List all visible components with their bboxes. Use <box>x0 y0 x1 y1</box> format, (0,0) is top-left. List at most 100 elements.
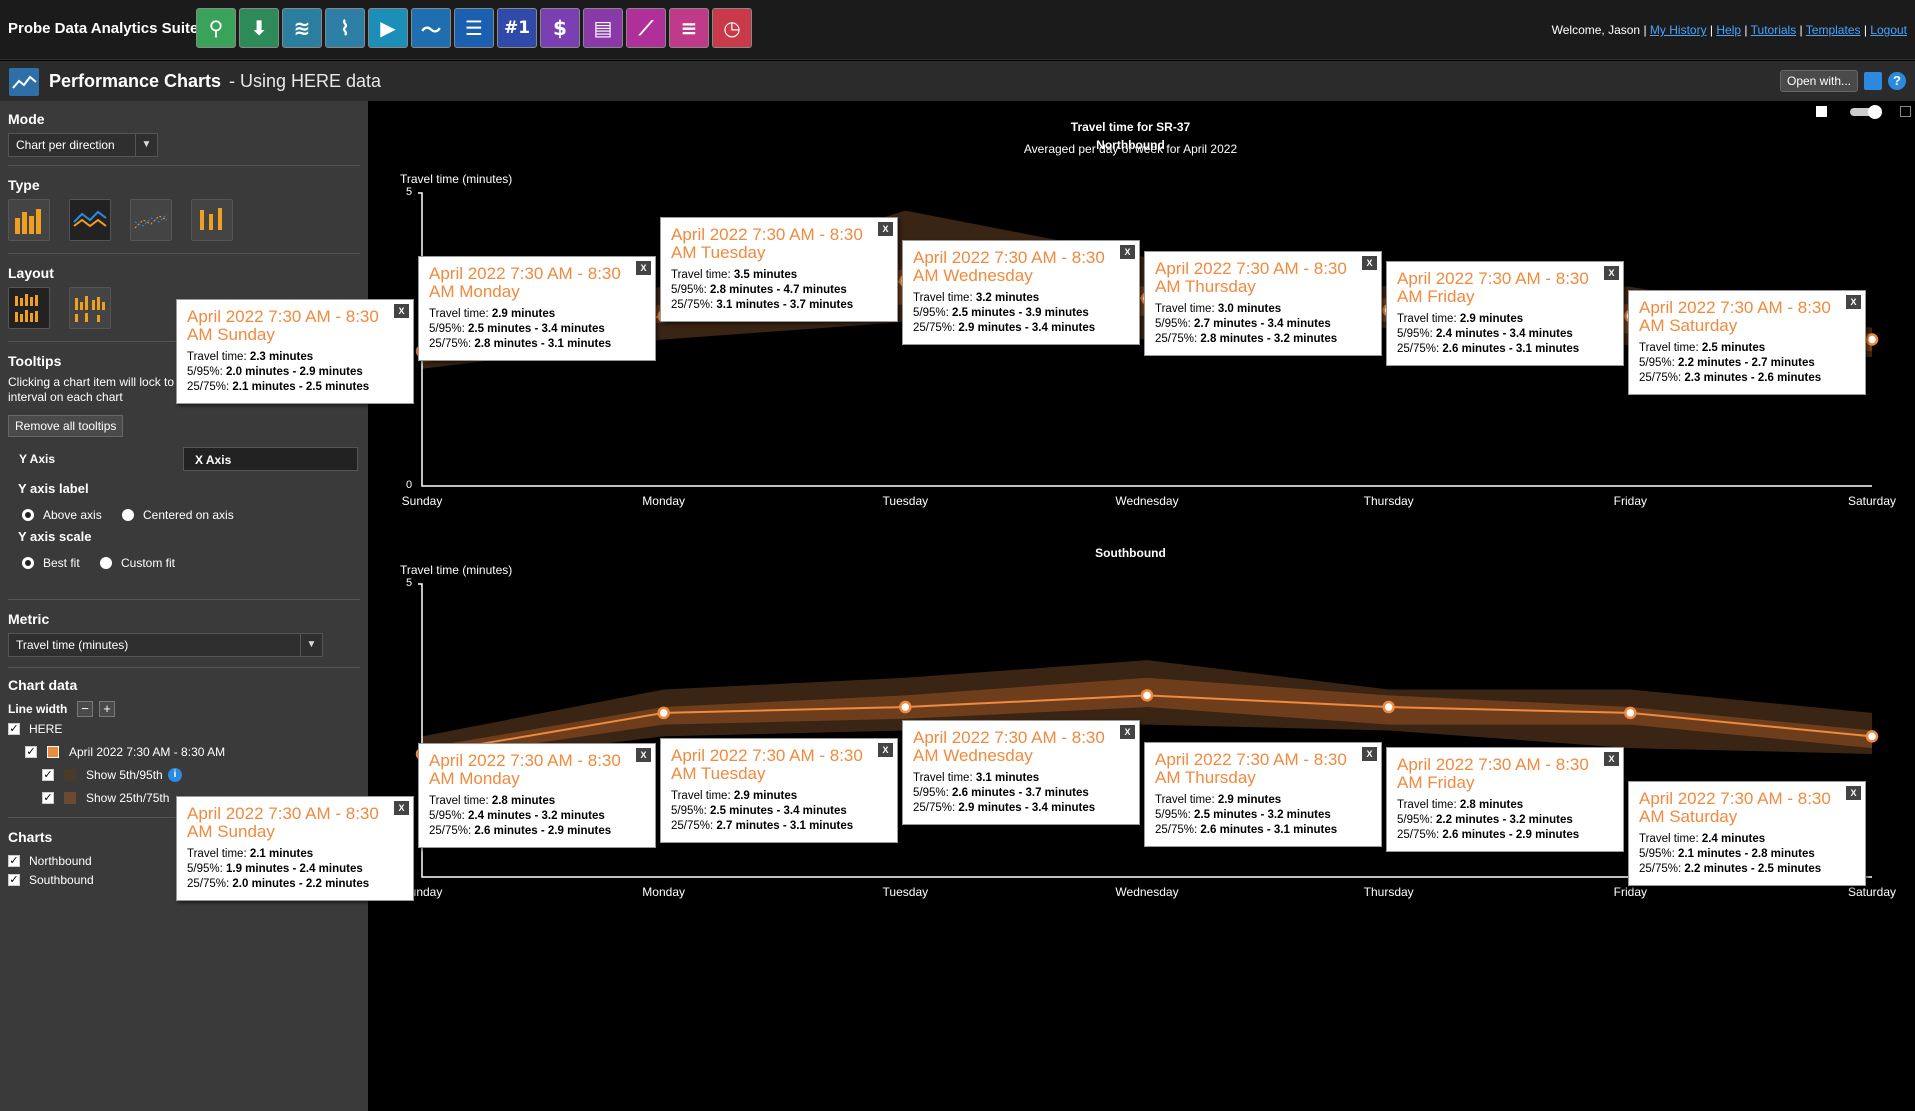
close-icon[interactable]: X <box>394 801 409 815</box>
close-icon[interactable]: X <box>1362 747 1377 761</box>
data-point[interactable] <box>1865 730 1879 743</box>
chart-tooltip: X April 2022 7:30 AM - 8:30 AM Friday Trav… <box>1386 747 1624 852</box>
tooltip-title: April 2022 7:30 AM - 8:30 AM Saturday <box>1639 789 1831 826</box>
save-icon[interactable] <box>1864 72 1882 90</box>
close-icon[interactable]: X <box>1846 295 1861 309</box>
tooltip-label: 25/75%: <box>913 802 959 814</box>
close-icon[interactable]: X <box>878 743 893 757</box>
scatter-icon[interactable]: ⟋ <box>626 8 666 48</box>
data-point[interactable] <box>899 700 912 714</box>
route-icon[interactable]: ⌇ <box>325 8 365 48</box>
northbound-checkbox[interactable]: ✓ <box>8 855 20 867</box>
data-point[interactable] <box>1624 706 1637 720</box>
close-icon[interactable]: X <box>878 222 893 236</box>
download-icon[interactable]: ⬇ <box>239 8 279 48</box>
tooltip-5-95: 5/95%: 2.7 minutes - 3.4 minutes <box>1155 317 1371 332</box>
clock-icon[interactable]: ◷ <box>712 8 752 48</box>
logout-link[interactable]: Logout <box>1870 23 1907 37</box>
x-tick-label: Wednesday <box>1115 494 1179 508</box>
tooltip-5-95: 5/95%: 2.8 minutes - 4.7 minutes <box>671 283 887 298</box>
data-point[interactable] <box>1382 700 1395 714</box>
tooltip-25-75: 25/75%: 2.2 minutes - 2.5 minutes <box>1639 862 1855 877</box>
above-axis-radio[interactable] <box>22 509 34 521</box>
line-chart-type-button[interactable] <box>69 199 111 241</box>
my-history-link[interactable]: My History <box>1649 23 1707 37</box>
outline-view-icon[interactable] <box>1900 106 1911 117</box>
best-fit-radio[interactable] <box>22 557 34 569</box>
tooltip-label: Travel time: <box>1397 313 1460 325</box>
centered-on-axis-radio[interactable] <box>122 509 134 521</box>
map-icon[interactable]: ≋ <box>282 8 322 48</box>
tooltip-value: 2.8 minutes - 3.1 minutes <box>474 338 612 350</box>
data-point[interactable] <box>1140 689 1154 702</box>
view-toggle[interactable] <box>1850 105 1882 119</box>
chart-tooltip: X April 2022 7:30 AM - 8:30 AM Tuesday Tra… <box>660 217 898 322</box>
tooltip-label: 25/75%: <box>187 878 233 890</box>
tutorials-link[interactable]: Tutorials <box>1750 23 1797 37</box>
stacked-layout-button[interactable] <box>8 287 50 329</box>
open-with-button[interactable]: Open with... <box>1780 70 1858 92</box>
range-chart-type-button[interactable] <box>191 199 233 241</box>
magnifier-icon[interactable]: ⚲ <box>196 8 236 48</box>
remove-all-tooltips-button[interactable]: Remove all tooltips <box>8 415 124 437</box>
list-icon[interactable]: ☰ <box>454 8 494 48</box>
show-25th-75th-checkbox[interactable]: ✓ <box>42 792 54 804</box>
mode-dropdown[interactable]: Chart per direction ▼ <box>8 133 158 157</box>
scatter-chart-type-button[interactable] <box>130 199 172 241</box>
percentile-5-95-band <box>422 660 1872 766</box>
templates-link[interactable]: Templates <box>1805 23 1861 37</box>
show-5th-95th-label: Show 5th/95th <box>86 768 163 782</box>
metric-dropdown[interactable]: Travel time (minutes) ▼ <box>8 633 323 657</box>
chart-tooltip: X April 2022 7:30 AM - 8:30 AM Friday Trav… <box>1386 261 1624 366</box>
chart-data-label: Chart data <box>8 677 78 693</box>
5th-95th-color-swatch[interactable] <box>64 769 76 781</box>
tooltip-label: 25/75%: <box>671 820 717 832</box>
tooltip-title: April 2022 7:30 AM - 8:30 AM Sunday <box>187 804 379 841</box>
close-icon[interactable]: X <box>1120 245 1135 259</box>
gantt-icon[interactable]: ≡ <box>669 8 709 48</box>
square-view-icon[interactable] <box>1816 106 1827 117</box>
rank-icon[interactable]: #1 <box>497 8 537 48</box>
playback-icon[interactable]: ▶ <box>368 8 408 48</box>
tooltip-5-95: 5/95%: 2.2 minutes - 3.2 minutes <box>1397 813 1613 828</box>
tab-y-axis[interactable]: Y Axis <box>8 447 181 471</box>
here-checkbox[interactable]: ✓ <box>8 723 20 735</box>
close-icon[interactable]: X <box>1604 266 1619 280</box>
tooltip-value: 2.0 minutes - 2.9 minutes <box>226 366 363 378</box>
y-axis-scale-heading: Y axis scale <box>18 529 92 544</box>
close-icon[interactable]: X <box>1120 725 1135 739</box>
25th-75th-color-swatch[interactable] <box>64 792 76 804</box>
close-icon[interactable]: X <box>394 304 409 318</box>
tooltip-25-75: 25/75%: 2.6 minutes - 3.1 minutes <box>1155 823 1371 838</box>
tab-x-axis[interactable]: X Axis <box>183 447 358 471</box>
side-by-side-layout-button[interactable] <box>69 287 111 329</box>
trend-icon[interactable]: 〜 <box>411 8 451 48</box>
line-width-increase-button[interactable]: + <box>99 701 115 717</box>
show-5th-95th-checkbox[interactable]: ✓ <box>42 769 54 781</box>
custom-fit-radio[interactable] <box>100 557 112 569</box>
help-link[interactable]: Help <box>1716 23 1742 37</box>
here-label: HERE <box>29 722 63 736</box>
close-icon[interactable]: X <box>1362 256 1377 270</box>
tooltip-5-95: 5/95%: 2.5 minutes - 3.4 minutes <box>671 804 887 819</box>
line-width-decrease-button[interactable]: − <box>77 701 93 717</box>
tooltip-label: 5/95%: <box>1397 328 1436 340</box>
close-icon[interactable]: X <box>636 261 651 275</box>
tooltip-label: 5/95%: <box>913 787 952 799</box>
data-point[interactable] <box>657 706 670 720</box>
data-point[interactable] <box>1865 333 1879 346</box>
user-links: Welcome, Jason | My History | Help | Tut… <box>1551 23 1907 37</box>
help-icon[interactable]: ? <box>1888 72 1906 90</box>
period-color-swatch[interactable] <box>47 746 59 758</box>
southbound-checkbox[interactable]: ✓ <box>8 874 20 886</box>
bar-chart-type-button[interactable] <box>8 199 50 241</box>
info-icon[interactable]: i <box>168 768 182 782</box>
cost-icon[interactable]: $ <box>540 8 580 48</box>
close-icon[interactable]: X <box>636 748 651 762</box>
tooltip-25-75: 25/75%: 2.1 minutes - 2.5 minutes <box>187 380 403 395</box>
line-chart-icon <box>73 210 107 228</box>
close-icon[interactable]: X <box>1846 786 1861 800</box>
report-icon[interactable]: ▤ <box>583 8 623 48</box>
close-icon[interactable]: X <box>1604 752 1619 766</box>
period-checkbox[interactable]: ✓ <box>25 746 37 758</box>
